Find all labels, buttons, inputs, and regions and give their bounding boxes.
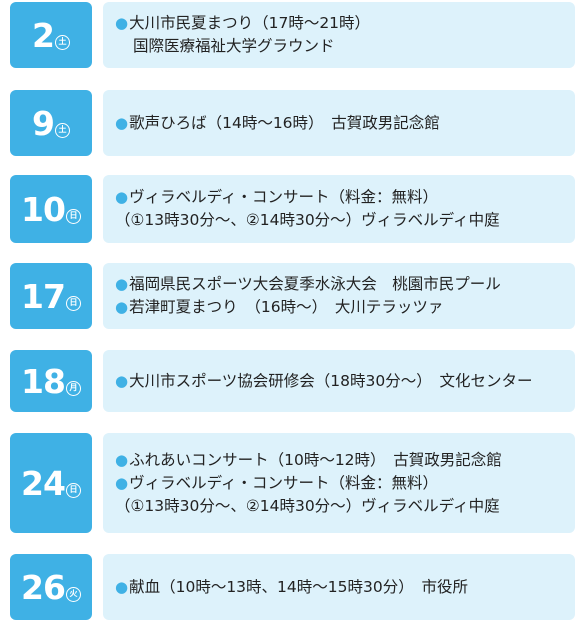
weekday-badge: 日 — [65, 482, 81, 498]
event-text: 歌声ひろば（14時～16時） 古賀政男記念館 — [129, 113, 440, 132]
event-row: 26 火 ●献血（10時～13時、14時～15時30分） 市役所 — [0, 554, 587, 620]
day-number: 26 — [21, 567, 66, 607]
event-row: 18 月 ●大川市スポーツ協会研修会（18時30分～） 文化センター — [0, 350, 587, 412]
event-text: 大川市スポーツ協会研修会（18時30分～） 文化センター — [129, 371, 533, 390]
day-number: 10 — [21, 189, 66, 229]
bullet-icon: ● — [115, 188, 129, 206]
day-number: 2 — [32, 15, 55, 55]
event-details: ●大川市民夏まつり（17時～21時） 国際医療福祉大学グラウンド — [103, 2, 575, 68]
day-number: 17 — [21, 276, 66, 316]
day-number: 24 — [21, 463, 66, 503]
date-badge: 24 日 — [10, 433, 92, 533]
weekday-badge: 土 — [54, 122, 70, 138]
event-row: 10 日 ●ヴィラベルディ・コンサート（料金：無料） （①13時30分～、②14時30… — [0, 175, 587, 243]
event-details: ●大川市スポーツ協会研修会（18時30分～） 文化センター — [103, 350, 575, 412]
event-row: 2 土 ●大川市民夏まつり（17時～21時） 国際医療福祉大学グラウンド — [0, 2, 587, 68]
event-details: ●ヴィラベルディ・コンサート（料金：無料） （①13時30分～、②14時30分～）… — [103, 175, 575, 243]
date-badge: 10 日 — [10, 175, 92, 243]
weekday-badge: 日 — [65, 295, 81, 311]
event-line: ●献血（10時～13時、14時～15時30分） 市役所 — [115, 576, 567, 599]
bullet-icon: ● — [115, 473, 129, 492]
event-details: ●ふれあいコンサート（10時～12時） 古賀政男記念館 ●ヴィラベルディ・コンサー… — [103, 433, 575, 533]
weekday-badge: 日 — [65, 208, 81, 224]
event-line: （①13時30分～、②14時30分～）ヴィラベルディ中庭 — [115, 209, 567, 232]
bullet-icon: ● — [115, 113, 129, 132]
bullet-icon: ● — [115, 450, 129, 469]
event-text: 福岡県民スポーツ大会夏季水泳大会 桃園市民プール — [129, 275, 501, 293]
bullet-icon: ● — [115, 275, 129, 293]
event-line: ●ふれあいコンサート（10時～12時） 古賀政男記念館 — [115, 449, 567, 472]
bullet-icon: ● — [115, 298, 129, 316]
event-line: （①13時30分～、②14時30分～）ヴィラベルディ中庭 — [115, 495, 567, 518]
event-line: 国際医療福祉大学グラウンド — [115, 35, 567, 58]
event-line: ●歌声ひろば（14時～16時） 古賀政男記念館 — [115, 112, 567, 135]
event-text: ヴィラベルディ・コンサート（料金：無料） — [129, 473, 439, 492]
bullet-icon: ● — [115, 14, 129, 32]
date-badge: 26 火 — [10, 554, 92, 620]
weekday-badge: 月 — [65, 380, 81, 396]
weekday-badge: 火 — [65, 586, 81, 602]
bullet-icon: ● — [115, 577, 129, 596]
event-line: ●福岡県民スポーツ大会夏季水泳大会 桃園市民プール — [115, 273, 567, 296]
event-text: ふれあいコンサート（10時～12時） 古賀政男記念館 — [129, 450, 502, 469]
event-text: （①13時30分～、②14時30分～）ヴィラベルディ中庭 — [115, 496, 500, 515]
event-line: ●大川市民夏まつり（17時～21時） — [115, 12, 567, 35]
date-badge: 18 月 — [10, 350, 92, 412]
event-line: ●ヴィラベルディ・コンサート（料金：無料） — [115, 472, 567, 495]
event-details: ●歌声ひろば（14時～16時） 古賀政男記念館 — [103, 90, 575, 156]
event-line: ●大川市スポーツ協会研修会（18時30分～） 文化センター — [115, 370, 567, 393]
event-line: ●若津町夏まつり （16時～） 大川テラッツァ — [115, 296, 567, 319]
event-text: 国際医療福祉大学グラウンド — [133, 37, 335, 55]
event-text: （①13時30分～、②14時30分～）ヴィラベルディ中庭 — [115, 211, 500, 229]
weekday-badge: 土 — [54, 34, 70, 50]
day-number: 18 — [21, 361, 66, 401]
bullet-icon: ● — [115, 371, 129, 390]
event-text: 献血（10時～13時、14時～15時30分） 市役所 — [129, 577, 468, 596]
event-row: 9 土 ●歌声ひろば（14時～16時） 古賀政男記念館 — [0, 90, 587, 156]
event-row: 24 日 ●ふれあいコンサート（10時～12時） 古賀政男記念館 ●ヴィラベルディ・コ… — [0, 433, 587, 533]
date-badge: 17 日 — [10, 263, 92, 329]
event-details: ●福岡県民スポーツ大会夏季水泳大会 桃園市民プール ●若津町夏まつり （16時～）… — [103, 263, 575, 329]
day-number: 9 — [32, 103, 55, 143]
event-text: ヴィラベルディ・コンサート（料金：無料） — [129, 188, 439, 206]
event-text: 若津町夏まつり （16時～） 大川テラッツァ — [129, 298, 444, 316]
event-details: ●献血（10時～13時、14時～15時30分） 市役所 — [103, 554, 575, 620]
event-row: 17 日 ●福岡県民スポーツ大会夏季水泳大会 桃園市民プール ●若津町夏まつり （16… — [0, 263, 587, 329]
event-text: 大川市民夏まつり（17時～21時） — [129, 14, 371, 32]
event-line: ●ヴィラベルディ・コンサート（料金：無料） — [115, 186, 567, 209]
